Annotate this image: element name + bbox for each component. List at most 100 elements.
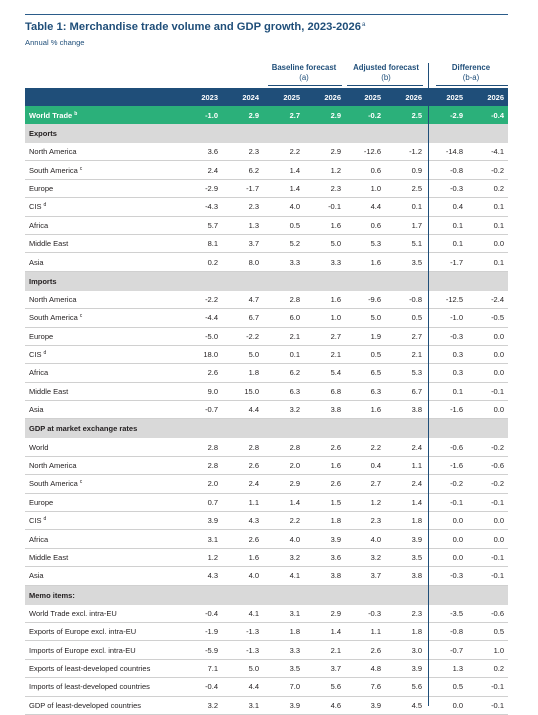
table-row: GDP of least-developed countries 3.2 3.1 3.…	[25, 697, 508, 715]
value-cell: 1.8	[330, 516, 341, 526]
table-row: Imports of Europe excl. intra-EU -5.9 -1.3…	[25, 641, 508, 660]
value-cell: -0.6	[491, 461, 504, 471]
value-cell: 0.9	[411, 165, 422, 175]
value-cell: 3.1	[289, 608, 300, 618]
table-row: Middle East 8.1 3.7 5.2 5.0 5.3 5.1 0.1 0.0	[25, 235, 508, 254]
value-cell: -0.2	[450, 479, 463, 489]
value-cell: 3.8	[330, 405, 341, 415]
value-cell: 8.1	[207, 239, 218, 249]
value-cell: 1.7	[411, 220, 422, 230]
value-cell: 4.4	[248, 682, 259, 692]
value-cell: 0.1	[289, 350, 300, 360]
value-cell: -2.2	[205, 294, 218, 304]
value-cell: 0.1	[493, 257, 504, 267]
value-cell: 4.4	[370, 202, 381, 212]
value-cell: -0.1	[491, 571, 504, 581]
value-cell: 3.7	[330, 663, 341, 673]
value-cell: 4.3	[248, 516, 259, 526]
section-header-row: Memo items:	[25, 585, 508, 605]
value-cell: 2.1	[330, 350, 341, 360]
value-cell: 6.5	[370, 368, 381, 378]
row-label: Imports	[29, 276, 57, 286]
table-row: Europe -5.0 -2.2 2.1 2.7 1.9 2.7 -0.3 0.0	[25, 328, 508, 346]
value-cell: 1.6	[330, 220, 341, 230]
value-cell: 8.0	[248, 257, 259, 267]
year-header-row: 2023 2024 2025 2026 2025 2026 2025 2026	[25, 88, 508, 106]
table-row: North America 3.6 2.3 2.2 2.9 -12.6 -1.2 -14.8 -…	[25, 143, 508, 162]
value-cell: 2.6	[248, 534, 259, 544]
value-cell: 5.0	[330, 239, 341, 249]
value-cell: -0.2	[491, 442, 504, 452]
group-rule-baseline	[268, 85, 342, 86]
value-cell: 2.3	[411, 608, 422, 618]
year-header: 2024	[242, 92, 259, 102]
row-label: Middle East	[29, 386, 69, 396]
value-cell: 3.2	[207, 700, 218, 710]
value-cell: 6.3	[370, 386, 381, 396]
value-cell: 2.9	[289, 479, 300, 489]
section-header-row: GDP at market exchange rates	[25, 419, 508, 439]
value-cell: 0.0	[452, 534, 463, 544]
row-label: Imports of least-developed countries	[29, 682, 150, 692]
value-cell: 0.3	[452, 350, 463, 360]
value-cell: -0.8	[450, 165, 463, 175]
value-cell: 2.8	[289, 294, 300, 304]
value-cell: 1.3	[248, 220, 259, 230]
row-label: CIS d	[29, 350, 47, 360]
row-label: South America c	[29, 313, 83, 323]
value-cell: 2.6	[330, 479, 341, 489]
value-cell: 0.6	[370, 165, 381, 175]
value-cell: -0.1	[491, 386, 504, 396]
group-rule-difference	[436, 85, 508, 86]
footnote-mark: d	[43, 202, 47, 209]
value-cell: -0.1	[491, 682, 504, 692]
value-cell: 4.0	[370, 534, 381, 544]
value-cell: -4.1	[491, 147, 504, 157]
value-cell: 3.1	[207, 534, 218, 544]
value-cell: 3.2	[370, 553, 381, 562]
value-cell: 0.2	[493, 663, 504, 673]
value-cell: 1.6	[248, 553, 259, 562]
value-cell: 0.1	[411, 202, 422, 212]
value-cell: 0.4	[370, 461, 381, 471]
value-cell: 4.7	[248, 294, 259, 304]
year-header: 2025	[364, 92, 381, 102]
value-cell: 5.1	[411, 239, 422, 249]
value-cell: 1.0	[330, 313, 341, 323]
row-label: Europe	[29, 183, 54, 193]
value-cell: 0.0	[493, 368, 504, 378]
value-cell: 2.7	[330, 331, 341, 341]
value-cell: 2.3	[248, 202, 259, 212]
year-header: 2026	[405, 92, 422, 102]
group-header-adjusted: Adjusted forecast (b)	[353, 63, 419, 82]
value-cell: 1.6	[370, 257, 381, 267]
value-cell: -5.9	[205, 645, 218, 655]
table-row: North America 2.8 2.6 2.0 1.6 0.4 1.1 -1.6 -0.6	[25, 457, 508, 476]
value-cell: 5.0	[248, 350, 259, 360]
value-cell: 2.8	[289, 442, 300, 452]
value-cell: 5.0	[248, 663, 259, 673]
value-cell: 3.3	[289, 645, 300, 655]
value-cell: 3.9	[370, 700, 381, 710]
row-label: Exports of Europe excl. intra-EU	[29, 627, 137, 637]
value-cell: 2.6	[207, 368, 218, 378]
table-row: Africa 2.6 1.8 6.2 5.4 6.5 5.3 0.3 0.0	[25, 364, 508, 383]
value-cell: 1.1	[370, 627, 381, 637]
value-cell: -2.9	[450, 110, 463, 120]
value-cell: 3.3	[330, 257, 341, 267]
value-cell: 4.0	[289, 534, 300, 544]
value-cell: 1.8	[248, 368, 259, 378]
table-row: Exports of Europe excl. intra-EU -1.9 -1.3…	[25, 623, 508, 642]
value-cell: 0.5	[452, 682, 463, 692]
value-cell: -4.4	[205, 313, 218, 323]
year-header: 2025	[446, 92, 463, 102]
value-cell: 2.8	[207, 442, 218, 452]
footnote-mark: b	[74, 110, 78, 117]
value-cell: 2.9	[330, 608, 341, 618]
table-row: Asia -0.7 4.4 3.2 3.8 1.6 3.8 -1.6 0.0	[25, 401, 508, 420]
value-cell: -1.9	[205, 627, 218, 637]
value-cell: 2.6	[248, 461, 259, 471]
row-label: World Trade excl. intra-EU	[29, 608, 117, 618]
value-cell: 2.6	[370, 645, 381, 655]
value-cell: 2.0	[207, 479, 218, 489]
